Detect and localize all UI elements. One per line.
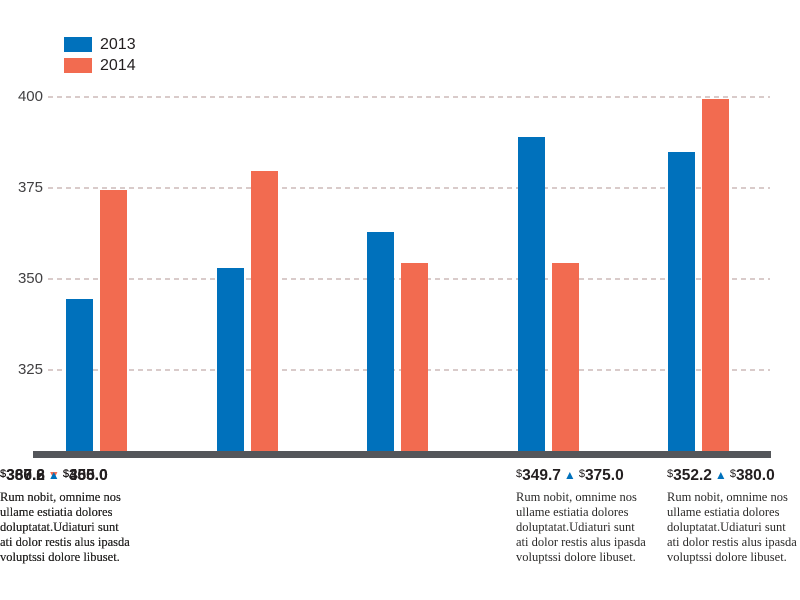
bar-2013-group-1 — [66, 299, 93, 451]
group-description-5: Rum nobit, omnime nos ullame estiatia do… — [0, 490, 130, 564]
bar-2014-group-1 — [100, 189, 127, 451]
value-2013: 387.8 — [6, 467, 45, 484]
value-2014: 380.0 — [735, 467, 775, 484]
currency-icon: $ — [729, 467, 736, 480]
value-2014: 355.0 — [68, 467, 108, 484]
gridline-400 — [48, 96, 770, 98]
group-description-2: Rum nobit, omnime nos ullame estiatia do… — [667, 490, 797, 564]
legend-swatch-2013 — [64, 37, 92, 52]
currency-icon: $ — [62, 467, 69, 480]
legend-label-2014: 2014 — [100, 57, 136, 74]
trend-icon: ▲ — [714, 468, 727, 482]
bar-2013-group-4 — [517, 137, 545, 451]
currency-icon: $ — [62, 467, 69, 480]
group-values-3: $360.2 ▼ $355.0 — [0, 466, 145, 487]
currency-icon: $ — [0, 467, 7, 480]
trend-icon: ▼ — [47, 468, 60, 482]
currency-icon: $ — [0, 467, 7, 480]
group-summary-3: $360.2 ▼ $355.0 Rum nobit, omnime nos ulla… — [0, 466, 145, 565]
legend-item-2014: 2014 — [64, 57, 136, 74]
value-2013: 360.2 — [6, 467, 45, 484]
value-2013: 386.6 — [6, 467, 45, 484]
currency-icon: $ — [62, 467, 69, 480]
currency-icon: $ — [0, 467, 7, 480]
bar-2014-group-5 — [702, 98, 729, 451]
group-summary-1: $349.7 ▲ $375.0 Rum nobit, omnime nos ulla… — [516, 466, 661, 565]
group-values-4: $387.8 ▼ $355.0 — [0, 466, 145, 487]
group-summary-4: $387.8 ▼ $355.0 Rum nobit, omnime nos ulla… — [0, 466, 145, 565]
bar-2014-group-4 — [551, 262, 579, 451]
value-2014: 400.0 — [68, 467, 108, 484]
legend: 2013 2014 — [64, 37, 136, 79]
group-summary-5: $386.6 ▲ $400.0 Rum nobit, omnime nos ulla… — [0, 466, 145, 565]
trend-icon: ▼ — [47, 468, 60, 482]
trend-icon: ▲ — [563, 468, 576, 482]
y-axis-label-400: 400 — [17, 88, 43, 105]
group-values-1: $349.7 ▲ $375.0 — [516, 466, 661, 487]
group-values-2: $352.2 ▲ $380.0 — [667, 466, 800, 487]
value-2013: 352.2 — [673, 467, 712, 484]
value-2014: 375.0 — [584, 467, 624, 484]
group-description-4: Rum nobit, omnime nos ullame estiatia do… — [0, 490, 130, 564]
bar-2014-group-3 — [401, 262, 428, 451]
trend-icon: ▲ — [47, 468, 60, 482]
currency-icon: $ — [516, 467, 523, 480]
x-axis-baseline — [33, 451, 771, 458]
bar-2013-group-3 — [367, 231, 394, 451]
bar-2014-group-2 — [250, 170, 278, 451]
value-2014: 355.0 — [68, 467, 108, 484]
currency-icon: $ — [667, 467, 674, 480]
y-axis-label-350: 350 — [17, 270, 43, 287]
legend-swatch-2014 — [64, 58, 92, 73]
legend-label-2013: 2013 — [100, 36, 136, 53]
bar-2013-group-2 — [216, 268, 244, 451]
gridline-375 — [48, 187, 770, 189]
bar-2013-group-5 — [668, 151, 695, 451]
group-summary-2: $352.2 ▲ $380.0 Rum nobit, omnime nos ulla… — [667, 466, 800, 565]
y-axis-label-325: 325 — [17, 361, 43, 378]
legend-item-2013: 2013 — [64, 36, 136, 53]
y-axis-label-375: 375 — [17, 179, 43, 196]
group-description-3: Rum nobit, omnime nos ullame estiatia do… — [0, 490, 130, 564]
group-description-1: Rum nobit, omnime nos ullame estiatia do… — [516, 490, 646, 564]
value-2013: 349.7 — [522, 467, 561, 484]
group-values-5: $386.6 ▲ $400.0 — [0, 466, 145, 487]
currency-icon: $ — [578, 467, 585, 480]
